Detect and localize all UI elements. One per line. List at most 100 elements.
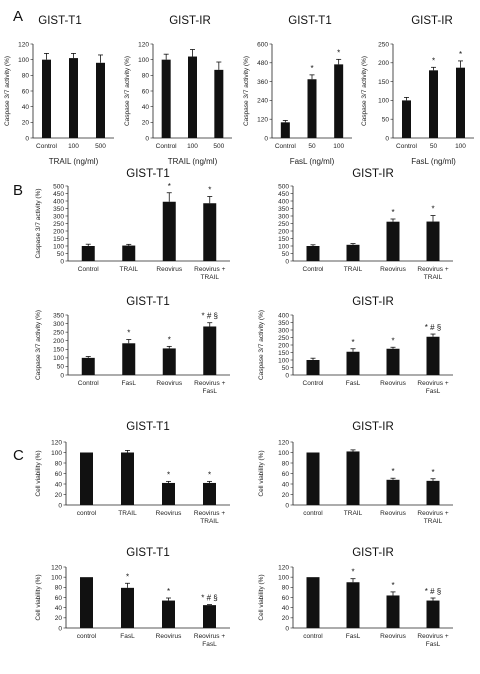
x-tick-label: FasL xyxy=(202,641,217,648)
significance-marker: * xyxy=(459,50,462,59)
y-tick-label: 250 xyxy=(53,221,64,228)
x-tick-label: Reovirus + xyxy=(417,510,448,517)
x-tick-label: control xyxy=(303,633,323,640)
significance-marker: * xyxy=(391,336,394,345)
y-tick-label: 250 xyxy=(53,329,64,336)
x-tick-label: control xyxy=(303,510,323,517)
x-tick-label: TRAIL xyxy=(118,510,137,517)
y-tick-label: 400 xyxy=(278,198,289,205)
x-tick-label: Control xyxy=(303,266,325,273)
y-tick-label: 150 xyxy=(278,350,289,357)
y-tick-label: 250 xyxy=(278,335,289,342)
y-tick-label: 80 xyxy=(282,585,290,592)
x-tick-label: TRAIL xyxy=(201,274,220,281)
panel-label-c: C xyxy=(13,447,24,464)
y-tick-label: 50 xyxy=(57,364,65,371)
y-tick-label: 150 xyxy=(53,236,64,243)
chart-c2: GIST-IR 0 20 40 60 80 100 120 Cell viability (%)… xyxy=(258,421,453,525)
chart-title: GIST-IR xyxy=(352,547,394,559)
x-tick-label: 50 xyxy=(430,143,438,150)
y-tick-label: 120 xyxy=(257,117,268,124)
chart-c1: GIST-T1 0 20 40 60 80 100 120 Cell viability (%)… xyxy=(35,421,230,525)
significance-marker: * xyxy=(167,470,170,479)
y-tick-label: 350 xyxy=(53,206,64,213)
significance-marker: * xyxy=(391,208,394,217)
y-tick-label: 40 xyxy=(55,481,63,488)
y-tick-label: 40 xyxy=(282,481,290,488)
significance-marker: * # § xyxy=(201,594,217,603)
y-tick-label: 100 xyxy=(53,355,64,362)
y-tick-label: 20 xyxy=(282,615,290,622)
significance-marker: * xyxy=(391,467,394,476)
x-tick-label: 100 xyxy=(455,143,466,150)
bar xyxy=(81,357,95,375)
chart-title: GIST-T1 xyxy=(126,547,169,559)
bar xyxy=(346,451,360,505)
y-tick-label: 100 xyxy=(51,574,62,581)
bar xyxy=(188,56,197,138)
bar xyxy=(280,122,290,138)
y-tick-label: 60 xyxy=(282,595,290,602)
bar xyxy=(307,79,317,138)
significance-marker: * xyxy=(168,182,171,191)
y-tick-label: 100 xyxy=(53,243,64,250)
significance-marker: * xyxy=(167,587,170,596)
y-tick-label: 400 xyxy=(278,312,289,319)
bar xyxy=(334,64,344,138)
x-tick-label: Reovirus + xyxy=(194,510,225,517)
x-tick-label: TRAIL xyxy=(200,518,219,525)
x-tick-label: TRAIL xyxy=(344,510,363,517)
y-tick-label: 0 xyxy=(58,502,62,509)
significance-marker: * xyxy=(431,468,434,477)
bar xyxy=(214,69,224,138)
y-tick-label: 60 xyxy=(142,88,150,95)
y-tick-label: 120 xyxy=(138,41,149,48)
significance-marker: * xyxy=(391,581,394,590)
significance-marker: * xyxy=(431,205,434,214)
x-axis-label: FasL (ng/ml) xyxy=(411,157,456,166)
y-tick-label: 300 xyxy=(53,213,64,220)
y-tick-label: 80 xyxy=(142,73,150,80)
significance-marker: * xyxy=(127,329,130,338)
y-tick-label: 200 xyxy=(53,228,64,235)
y-tick-label: 300 xyxy=(53,321,64,328)
y-tick-label: 100 xyxy=(138,57,149,64)
y-tick-label: 450 xyxy=(53,191,64,198)
y-axis-label: Cell viability (%) xyxy=(258,574,265,620)
y-tick-label: 40 xyxy=(142,104,150,111)
y-tick-label: 200 xyxy=(278,228,289,235)
y-tick-label: 300 xyxy=(278,327,289,334)
x-tick-label: 50 xyxy=(308,143,316,150)
bar xyxy=(42,59,51,138)
bar xyxy=(346,582,360,628)
x-tick-label: Reovirus + xyxy=(194,266,225,273)
x-tick-label: Reovirus xyxy=(380,633,406,640)
x-tick-label: Control xyxy=(156,143,178,150)
chart-a1: GIST-T1 0 20 40 60 80 100 120 Caspase 3/7 activi… xyxy=(4,15,114,166)
y-tick-label: 300 xyxy=(278,213,289,220)
y-tick-label: 0 xyxy=(385,135,389,142)
y-tick-label: 100 xyxy=(278,450,289,457)
y-tick-label: 0 xyxy=(285,372,289,379)
y-tick-label: 0 xyxy=(60,258,64,265)
y-tick-label: 60 xyxy=(22,88,30,95)
x-tick-label: Control xyxy=(78,380,100,387)
y-tick-label: 120 xyxy=(278,439,289,446)
bar xyxy=(121,587,134,628)
bar xyxy=(386,479,400,505)
x-tick-label: FasL xyxy=(122,380,137,387)
x-tick-label: FasL xyxy=(426,641,441,648)
y-tick-label: 20 xyxy=(22,120,30,127)
x-tick-label: 500 xyxy=(95,143,106,150)
y-tick-label: 100 xyxy=(278,574,289,581)
y-tick-label: 50 xyxy=(282,251,290,258)
significance-marker: * xyxy=(351,568,354,577)
significance-marker: * xyxy=(168,335,171,344)
bar xyxy=(161,59,171,138)
y-tick-label: 250 xyxy=(378,41,389,48)
bar xyxy=(162,600,175,628)
y-tick-label: 120 xyxy=(18,41,29,48)
bar xyxy=(306,577,320,628)
y-tick-label: 0 xyxy=(60,372,64,379)
